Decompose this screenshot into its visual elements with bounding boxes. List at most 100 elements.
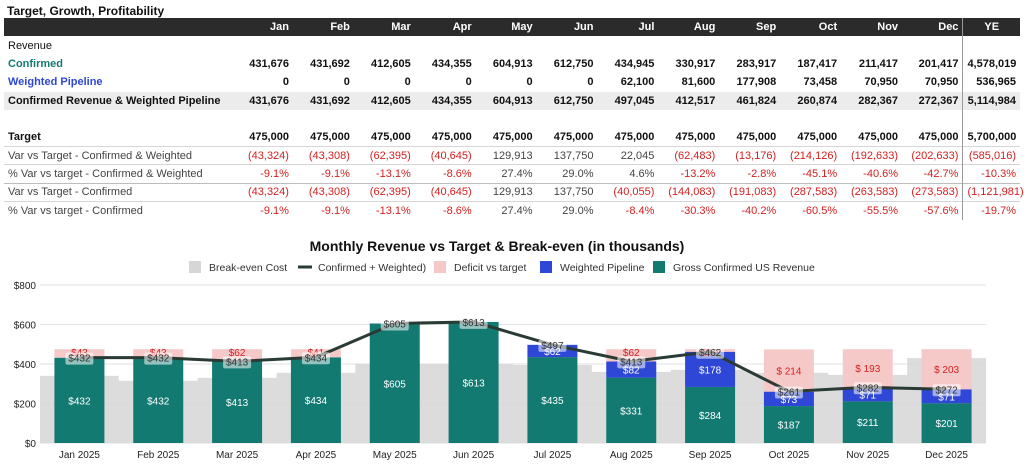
data-label-confirmed: $211 [857, 418, 879, 429]
row-label: % Var vs target - Confirmed & Weighted [4, 164, 233, 184]
header-month-jul: Jul [597, 18, 659, 37]
data-label-confirmed: $605 [384, 379, 407, 390]
page-title: Target, Growth, Profitability [7, 4, 165, 18]
data-label-weighted: $62 [544, 347, 561, 358]
line-label-bg [223, 356, 252, 369]
table-cell-ye: 536,965 [962, 73, 1020, 92]
table-cell: 260,874 [780, 91, 842, 110]
table-cell: (40,645) [414, 145, 476, 165]
data-label-deficit: $ 214 [776, 367, 801, 378]
table-cell: 70,950 [924, 76, 959, 89]
table-row-weighted: Weighted Pipeline 0 0 0 0 0 0 62,100 81,600 177,9… [4, 73, 1020, 92]
table-cell-ye: 5,114,984 [962, 91, 1020, 110]
header-month-dec: Dec [902, 18, 963, 37]
row-label: Target [8, 130, 41, 143]
line-label-bg [301, 352, 330, 365]
header-month-sep: Sep [719, 18, 781, 37]
table-cell: 475,000 [371, 130, 411, 143]
data-label-line: $282 [857, 383, 880, 394]
x-tick-label: Jun 2025 [453, 450, 495, 461]
data-label-line: $432 [147, 354, 170, 365]
header-month-jun: Jun [536, 18, 598, 37]
table-cell: (13,176) [719, 145, 781, 165]
table-cell: -8.6% [414, 201, 476, 220]
table-cell-ye: 4,578,019 [962, 54, 1020, 74]
data-label-weighted: $178 [699, 365, 722, 376]
table-cell: 272,367 [902, 91, 963, 110]
table-row-var_c: Var vs Target - Confirmed (43,324) (43,308… [4, 182, 1024, 202]
legend-label-line: Confirmed + Weighted) [318, 262, 426, 274]
data-label-confirmed: $284 [699, 411, 722, 422]
table-cell: 612,750 [553, 57, 594, 70]
y-tick-label: $0 [25, 439, 37, 450]
row-label: Confirmed [8, 57, 63, 70]
table-cell: -2.8% [719, 164, 781, 184]
table-cell: 27.4% [475, 164, 537, 184]
table-cell: (214,126) [780, 145, 842, 165]
table-cell: 431,692 [310, 57, 350, 70]
data-label-confirmed: $434 [305, 396, 328, 407]
table-cell: 461,824 [719, 91, 781, 110]
table-cell [780, 36, 841, 54]
table-cell [598, 36, 659, 54]
table-cell: (43,308) [292, 182, 354, 202]
table-row-confirmed: Confirmed 431,676 431,692 412,605 434,355 604… [4, 54, 1020, 74]
table-cell [902, 110, 963, 128]
y-tick-label: $600 [14, 321, 37, 332]
table-cell: 283,917 [736, 57, 777, 70]
data-label-confirmed: $435 [541, 396, 564, 407]
row-label: % Var vs target - Confirmed [4, 201, 233, 220]
data-label-line: $497 [541, 341, 564, 352]
table-cell [537, 110, 598, 128]
table-cell [902, 36, 963, 54]
bar-confirmed [606, 377, 657, 443]
line-label-bg [853, 382, 882, 395]
table-cell: 475,000 [431, 130, 472, 143]
revenue-chart: Monthly Revenue vs Target & Break-even (… [4, 230, 990, 476]
table-cell: 187,417 [797, 57, 838, 70]
table-cell: 27.4% [475, 201, 537, 220]
table-cell: -45.1% [780, 164, 842, 184]
header-month-nov: Nov [841, 18, 903, 37]
table-cell: (191,083) [719, 182, 781, 202]
table-cell: -9.1% [232, 201, 293, 220]
data-label-deficit: $ 193 [855, 364, 880, 375]
row-label: Confirmed Revenue & Weighted Pipeline [4, 91, 233, 110]
table-row-pct_cw: % Var vs target - Confirmed & Weighted -9… [4, 164, 1020, 184]
table-cell: (192,633) [841, 145, 903, 165]
y-tick-label: $400 [14, 360, 37, 371]
table-cell: 0 [343, 76, 350, 89]
table-cell: (263,583) [841, 182, 903, 202]
table-cell: 0 [587, 76, 594, 89]
data-label-weighted: $73 [781, 395, 798, 406]
table-row-revenue: Revenue [4, 36, 1020, 55]
header-label-cell [4, 18, 233, 37]
line-label-bg [380, 318, 409, 331]
table-cell: -9.1% [292, 201, 354, 220]
table-cell: 330,917 [675, 57, 716, 70]
table-cell-ye: -10.3% [962, 164, 1020, 184]
table-cell: 177,908 [736, 76, 777, 89]
header-month-may: May [475, 18, 537, 37]
table-cell: -8.6% [414, 164, 476, 184]
bar-confirmed [212, 361, 263, 443]
header-month-mar: Mar [353, 18, 415, 37]
table-cell: 475,000 [553, 130, 594, 143]
table-cell: (62,483) [658, 145, 720, 165]
table-cell: (287,583) [780, 182, 842, 202]
legend-label-breakeven: Break-even Cost [209, 262, 287, 274]
table-cell-ye: 5,700,000 [962, 127, 1020, 147]
table-cell: -13.2% [658, 164, 720, 184]
bar-deficit [921, 349, 972, 390]
legend-label-deficit: Deficit vs target [454, 262, 526, 274]
table-row-pct_c: % Var vs target - Confirmed -9.1% -9.1% -13… [4, 201, 1020, 220]
row-label [4, 110, 232, 128]
data-label-line: $434 [305, 353, 328, 364]
chart-canvas: Monthly Revenue vs Target & Break-even (… [4, 230, 990, 476]
header-month-aug: Aug [658, 18, 720, 37]
table-row-target: Target 475,000 475,000 475,000 475,000 475,00… [4, 127, 1020, 147]
table-cell: 412,605 [371, 57, 411, 70]
data-label-line: $413 [620, 357, 643, 368]
table-row-total: Confirmed Revenue & Weighted Pipeline 431… [4, 91, 1020, 110]
data-label-confirmed: $331 [620, 406, 643, 417]
